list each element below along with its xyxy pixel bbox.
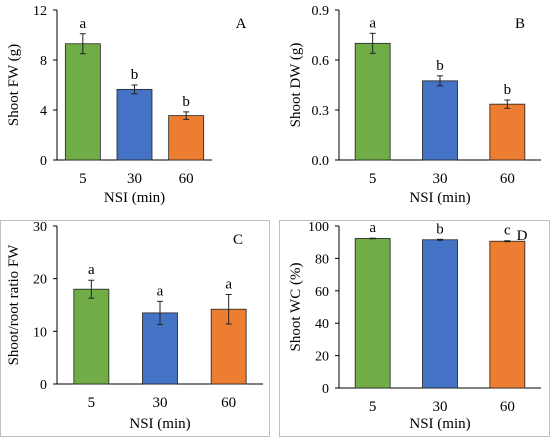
panel-c-ytick-label: 30 (33, 220, 47, 235)
panel-d-xtick-label-60: 60 (500, 399, 515, 415)
panel-c-xtick-label-5: 5 (88, 395, 96, 411)
panel-a-significance-letter-5: a (79, 16, 86, 32)
panel-a-ytick-label: 4 (40, 104, 47, 119)
panel-d-y-axis-title: Shoot WC (%) (288, 263, 304, 352)
panel-d-xtick-label-30: 30 (433, 399, 448, 415)
panel-d-significance-letter-30: b (436, 221, 444, 237)
panel-a-significance-letter-30: b (131, 67, 139, 83)
panel-d-x-axis-title: NSI (min) (409, 416, 470, 432)
panel-b-bar-60 (489, 103, 526, 161)
panel-a-x-axis-title: NSI (min) (104, 190, 165, 206)
panel-b-significance-letter-60: b (504, 82, 512, 98)
panel-b-x-axis-title: NSI (min) (409, 190, 470, 206)
panel-b-ytick-label: 0.6 (312, 54, 330, 69)
panel-a-bar-5 (64, 43, 101, 161)
panel-b-ytick-label: 0.3 (312, 104, 330, 119)
panel-b-bar-30 (422, 80, 458, 161)
panel-b-letter: B (515, 16, 525, 32)
panel-b-xtick-label-60: 60 (500, 171, 515, 187)
panel-c-xtick-label-30: 30 (153, 395, 168, 411)
panel-c-ytick-label: 10 (33, 325, 47, 340)
panel-b-xtick-label-5: 5 (369, 171, 377, 187)
panel-b-y-axis-title: Shoot DW (g) (288, 43, 304, 128)
panel-c-bar-5 (73, 288, 110, 385)
panel-b-bar-5 (354, 42, 391, 161)
panel-c-xtick-label-60: 60 (221, 395, 236, 411)
panel-d-bar-30 (422, 239, 458, 389)
panel-c-letter: C (233, 232, 243, 248)
panel-c-significance-letter-5: a (88, 262, 95, 278)
panel-c-significance-letter-60: a (225, 276, 232, 292)
panel-d-ytick-label: 40 (315, 317, 329, 332)
panel-d-letter: D (517, 228, 528, 244)
panel-c-ytick-label: 0 (40, 378, 47, 393)
panel-a-xtick-label-60: 60 (179, 171, 194, 187)
panel-a-xtick-label-30: 30 (127, 171, 142, 187)
panel-a-ytick-label: 0 (40, 154, 47, 169)
panel-d-ytick-label: 0 (322, 382, 329, 397)
panel-b-significance-letter-30: b (436, 58, 444, 74)
panel-d-xtick-label-5: 5 (369, 399, 377, 415)
panel-c-x-axis-title: NSI (min) (129, 416, 190, 432)
panel-a-bar-30 (116, 88, 153, 161)
panel-a-letter: A (236, 16, 247, 32)
panel-c-significance-letter-30: a (157, 283, 164, 299)
panel-d-ytick-label: 100 (308, 220, 329, 235)
panel-b-ytick-label: 0.9 (312, 4, 330, 19)
panel-a-significance-letter-60: b (182, 94, 190, 110)
panel-d-significance-letter-60: c (504, 223, 511, 239)
panel-a-xtick-label-5: 5 (79, 171, 87, 187)
panel-b-significance-letter-5: a (369, 15, 376, 31)
panel-d-bar-60 (489, 240, 526, 389)
panel-d-ytick-label: 60 (315, 285, 329, 300)
panel-b-xtick-label-30: 30 (433, 171, 448, 187)
panel-a-bar-60 (168, 115, 205, 161)
panel-c-y-axis-title: Shoot/root ratio FW (6, 244, 22, 366)
panel-d-bar-5 (354, 238, 391, 389)
panel-d-ytick-label: 80 (315, 252, 329, 267)
panel-d-significance-letter-5: a (369, 220, 376, 236)
panel-c-ytick-label: 20 (33, 273, 47, 288)
panel-a-ytick-label: 8 (40, 54, 47, 69)
panel-d-ytick-label: 20 (315, 350, 329, 365)
panel-a-y-axis-title: Shoot FW (g) (6, 44, 22, 126)
panel-a-ytick-label: 12 (33, 4, 47, 19)
panel-b-ytick-label: 0.0 (312, 154, 330, 169)
